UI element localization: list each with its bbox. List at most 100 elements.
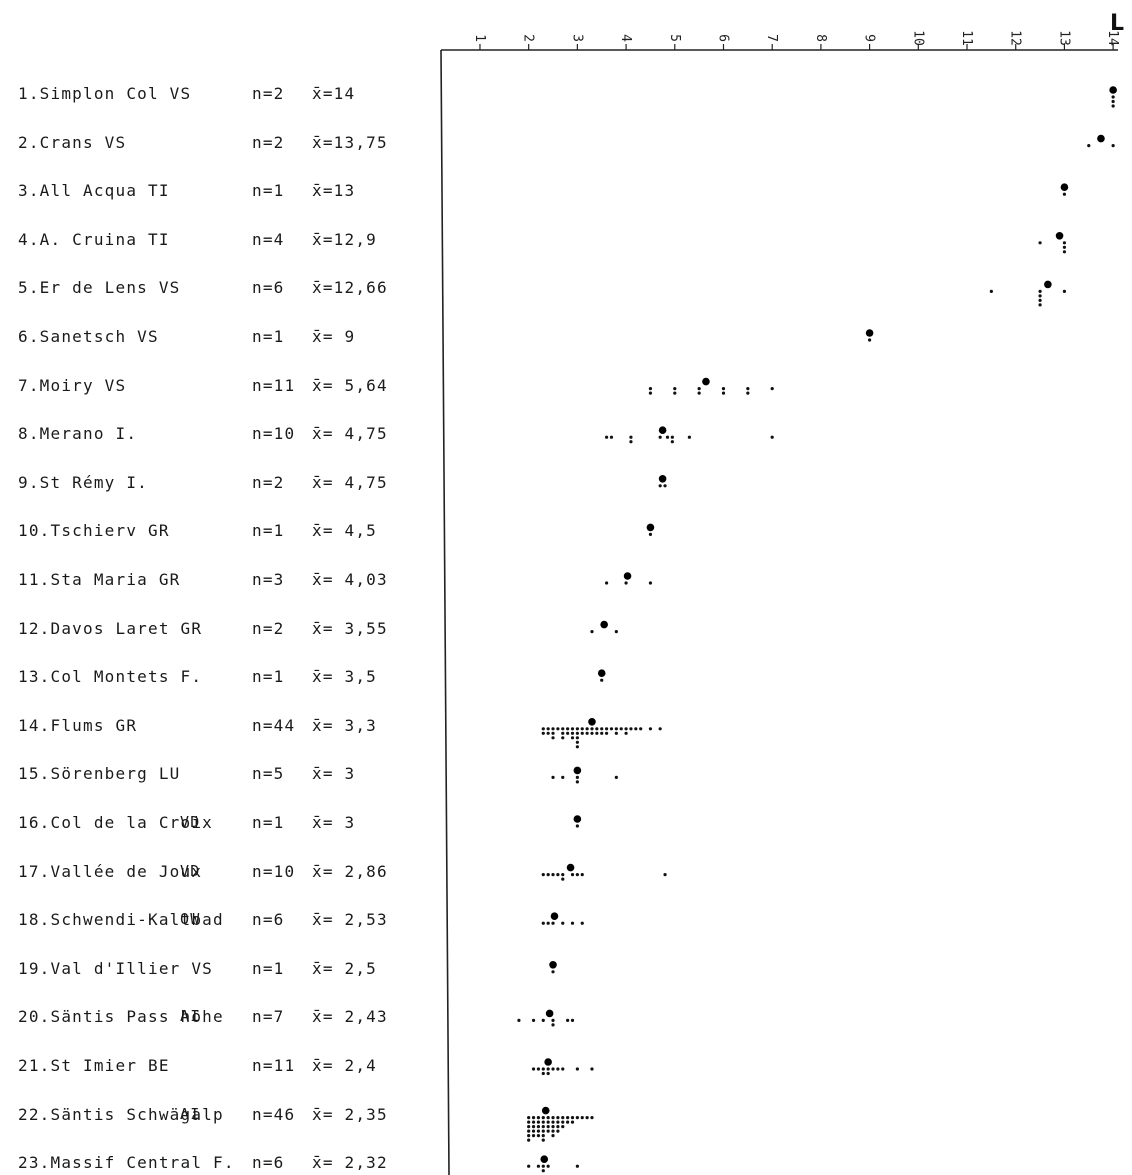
location-name: 2.Crans VS: [18, 132, 127, 152]
sample-dot: [541, 1018, 545, 1023]
sample-dot: [527, 1164, 531, 1168]
sample-dot: [531, 1018, 536, 1023]
location-name: 20.Säntis Pass höhe: [18, 1007, 224, 1027]
sample-dot: [546, 727, 550, 731]
sample-dot: [590, 727, 594, 731]
sample-dot: [546, 1116, 550, 1120]
sample-dot: [590, 731, 594, 735]
location-name: 12.Davos Laret GR: [18, 618, 203, 638]
sample-dot: [609, 727, 614, 731]
mean-value: x̄= 4,75: [312, 424, 388, 444]
sample-dot: [624, 731, 628, 735]
sample-dot: [536, 1125, 541, 1129]
sample-dot: [575, 740, 579, 744]
sample-dot: [580, 873, 584, 877]
sample-dot: [531, 1125, 536, 1129]
location-subtitle: VD: [180, 813, 201, 831]
sample-dot: [639, 727, 643, 731]
sample-dot: [1062, 250, 1067, 254]
sample-dot: [697, 391, 701, 395]
sample-dot: [541, 873, 545, 877]
mean-value: x̄= 4,75: [312, 472, 388, 492]
sample-dot: [570, 873, 575, 877]
x-tick-label: 12: [1008, 30, 1023, 46]
sample-dot: [561, 727, 565, 731]
mean-value: x̄= 2,32: [312, 1153, 388, 1173]
sample-dot: [648, 727, 653, 731]
sample-dot: [595, 727, 599, 731]
sample-dot: [604, 581, 609, 585]
sample-dot: [868, 338, 872, 342]
sample-dot: [570, 1116, 575, 1120]
mean-value: x̄= 4,5: [312, 521, 377, 541]
x-tick-label: 14: [1105, 30, 1120, 46]
location-name: 14.Flums GR: [18, 715, 138, 735]
sample-dot: [527, 1138, 531, 1142]
sample-dot: [546, 1129, 550, 1133]
sample-dot: [517, 1018, 521, 1023]
sample-dot: [670, 440, 674, 444]
sample-dot: [566, 1120, 570, 1124]
sample-dot: [1062, 245, 1067, 249]
sample-dot: [551, 736, 555, 740]
sample-dot: [561, 877, 565, 881]
mean-value: x̄= 2,86: [312, 861, 388, 881]
sample-dot: [527, 1134, 531, 1138]
sample-dot: [590, 1116, 594, 1120]
sample-dot: [687, 435, 691, 439]
sample-dot: [531, 1120, 536, 1124]
mean-dot: [597, 669, 606, 677]
sample-dot: [541, 727, 545, 731]
mean-dot: [1060, 183, 1069, 191]
sample-dot: [624, 581, 628, 585]
sample-dot: [673, 387, 677, 391]
location-name: 21.St Imier BE: [18, 1056, 170, 1075]
sample-dot: [546, 1071, 550, 1076]
sample-dot: [551, 727, 555, 731]
axis-corner-label: L: [1110, 11, 1124, 36]
location-name: 13.Col Montets F.: [18, 667, 203, 687]
location-name: 4.A. Cruina TI: [18, 229, 170, 249]
sample-dot: [575, 775, 579, 780]
sample-dot: [648, 387, 653, 391]
sample-dot: [1111, 99, 1115, 104]
location-subtitle: VD: [180, 861, 201, 880]
sample-dot: [658, 435, 662, 439]
sample-dot: [531, 1129, 536, 1133]
sample-dot: [989, 289, 993, 293]
location-name: 3.All Acqua TI: [18, 181, 170, 201]
sample-dot: [1111, 104, 1115, 108]
sample-dot: [629, 435, 633, 439]
mean-value: x̄= 3,3: [312, 715, 377, 735]
sample-dot: [624, 727, 628, 731]
sample-dot: [551, 1067, 555, 1071]
x-tick-label: 1: [472, 34, 487, 42]
sample-size: n=11: [252, 375, 296, 395]
mean-dot: [1097, 134, 1105, 143]
mean-value: x̄= 3: [312, 764, 356, 784]
sample-dot: [541, 1134, 545, 1138]
sample-dot: [541, 1116, 545, 1120]
sample-dot: [551, 775, 555, 780]
sample-dot: [1038, 294, 1042, 298]
location-name: 1.Simplon Col VS: [18, 84, 192, 103]
sample-dot: [561, 731, 565, 735]
sample-dot: [531, 1116, 536, 1120]
sample-dot: [663, 484, 667, 488]
sample-size: n=4: [252, 229, 285, 249]
mean-value: x̄= 5,64: [312, 375, 388, 395]
location-name: 18.Schwendi-Kaltbad: [18, 910, 224, 930]
sample-dot: [531, 1134, 536, 1138]
sample-dot: [551, 1116, 555, 1120]
sample-dot: [541, 731, 545, 735]
sample-dot: [561, 1067, 565, 1071]
sample-dot: [541, 1129, 545, 1133]
sample-dot: [561, 775, 565, 780]
sample-dot: [546, 1120, 550, 1124]
location-name: 6.Sanetsch VS: [18, 327, 159, 346]
location-name: 19.Val d'Illier VS: [18, 958, 213, 978]
sample-dot: [575, 1164, 579, 1168]
mean-dot: [865, 329, 874, 337]
sample-dot: [556, 1129, 560, 1133]
